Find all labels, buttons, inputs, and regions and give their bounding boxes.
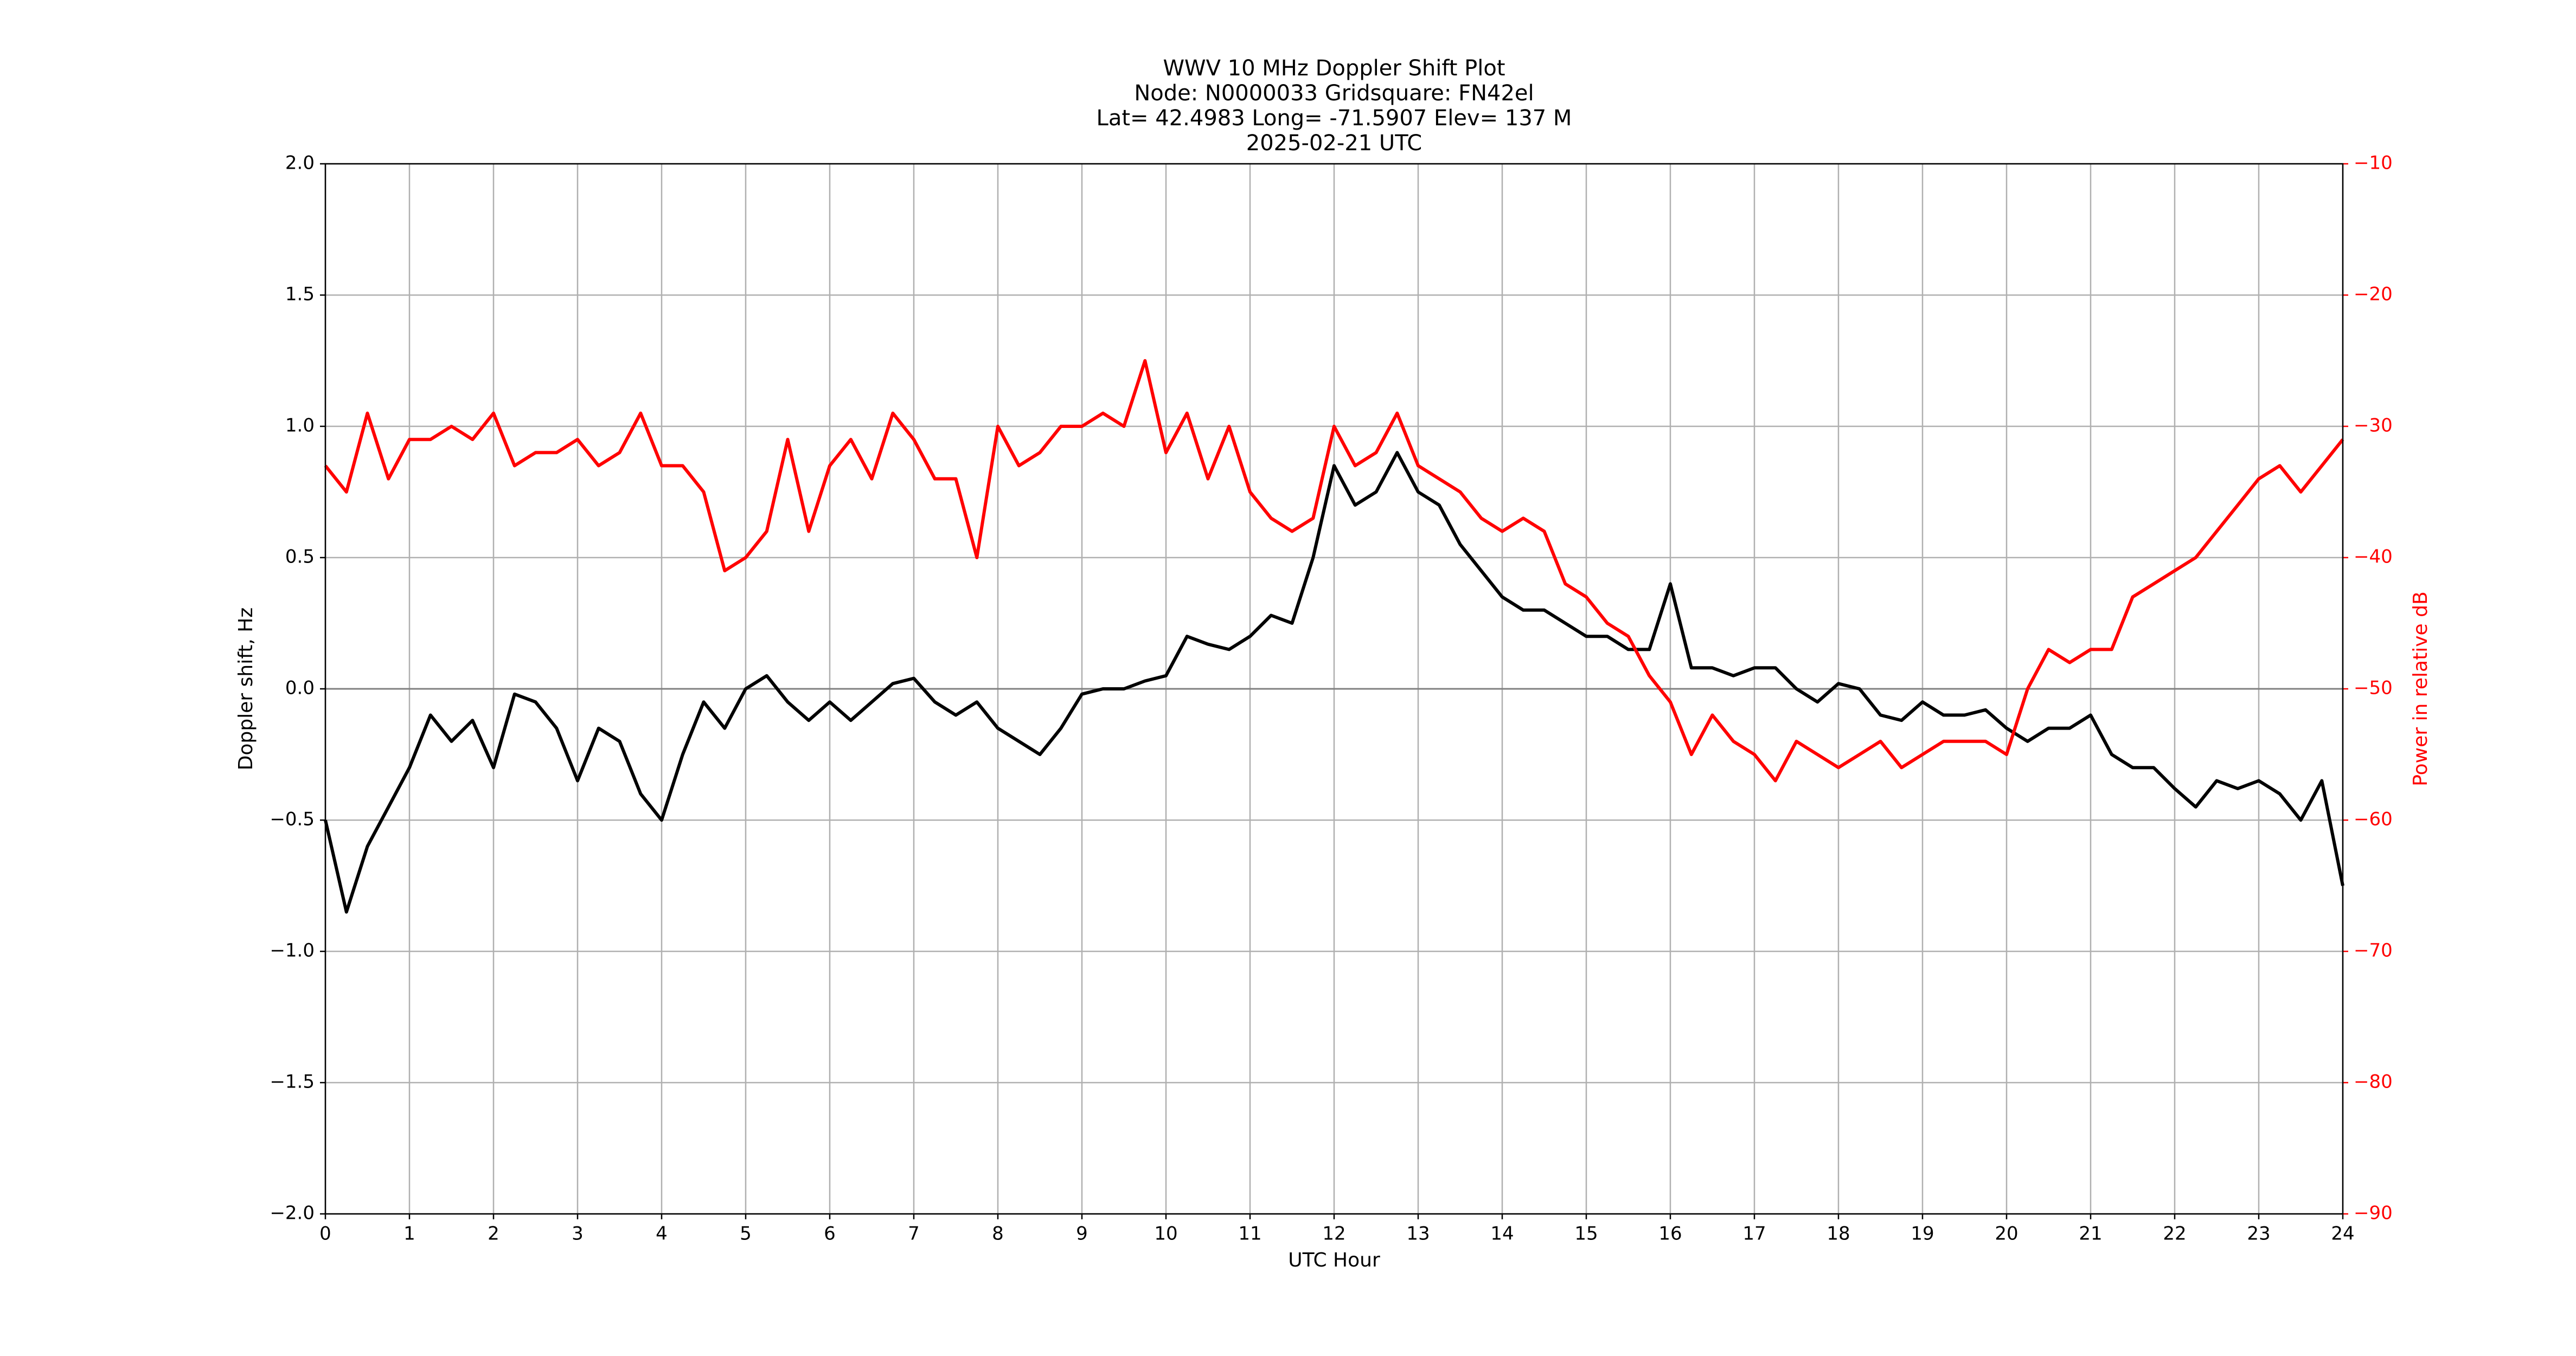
- x-tick-label: 1: [403, 1223, 415, 1245]
- x-tick-label: 2: [488, 1223, 499, 1245]
- y-tick-label: 2.0: [285, 152, 315, 174]
- x-tick-label: 7: [908, 1223, 920, 1245]
- y2-tick-label: −50: [2354, 677, 2393, 699]
- plot-frame: [324, 163, 2344, 1215]
- y-tick-label: 1.0: [285, 415, 315, 437]
- x-tick-label: 20: [1995, 1223, 2018, 1245]
- y-tick-label: 0.5: [285, 546, 315, 568]
- y2-tick-label: −80: [2354, 1071, 2393, 1093]
- y2-tick-label: −10: [2354, 152, 2393, 174]
- x-tick-label: 19: [1911, 1223, 1934, 1245]
- x-tick-label: 6: [824, 1223, 836, 1245]
- x-tick-label: 23: [2247, 1223, 2270, 1245]
- chart-subtitle: Node: N0000033 Gridsquare: FN42el: [1134, 81, 1534, 106]
- data-line: [324, 451, 2344, 914]
- x-tick-label: 0: [319, 1223, 331, 1245]
- x-tick-label: 12: [1322, 1223, 1345, 1245]
- data-line: [324, 359, 2344, 783]
- y2-tick-label: −30: [2354, 415, 2393, 437]
- y2-tick-label: −60: [2354, 809, 2393, 830]
- y-tick-label: −2.0: [270, 1203, 315, 1224]
- x-tick-label: 16: [1658, 1223, 1682, 1245]
- x-tick-label: 21: [2079, 1223, 2102, 1245]
- x-axis-label: UTC Hour: [1288, 1249, 1380, 1271]
- x-tick-label: 5: [740, 1223, 752, 1245]
- x-tick-label: 13: [1406, 1223, 1430, 1245]
- x-tick-label: 9: [1076, 1223, 1088, 1245]
- x-tick-label: 10: [1154, 1223, 1177, 1245]
- x-tick-label: 8: [992, 1223, 1004, 1245]
- x-tick-label: 24: [2331, 1223, 2354, 1245]
- x-tick-label: 17: [1742, 1223, 1766, 1245]
- chart-subtitle: Lat= 42.4983 Long= -71.5907 Elev= 137 M: [1097, 106, 1572, 131]
- y2-tick-label: −20: [2354, 284, 2393, 305]
- x-tick-label: 15: [1574, 1223, 1598, 1245]
- x-tick-label: 22: [2163, 1223, 2186, 1245]
- y2-axis-label: Power in relative dB: [2410, 591, 2432, 786]
- x-tick-label: 14: [1490, 1223, 1514, 1245]
- y-tick-label: −1.0: [270, 940, 315, 962]
- y2-tick-label: −90: [2354, 1203, 2393, 1224]
- x-tick-label: 18: [1827, 1223, 1850, 1245]
- y2-tick-label: −40: [2354, 546, 2393, 568]
- chart-title: WWV 10 MHz Doppler Shift Plot: [1163, 56, 1505, 81]
- y-tick-label: −1.5: [270, 1071, 315, 1093]
- y2-tick-label: −70: [2354, 940, 2393, 962]
- x-tick-label: 3: [572, 1223, 584, 1245]
- chart-subtitle: 2025-02-21 UTC: [1246, 131, 1422, 156]
- y-axis-label: Doppler shift, Hz: [235, 607, 257, 770]
- x-tick-label: 4: [656, 1223, 668, 1245]
- x-tick-label: 11: [1238, 1223, 1261, 1245]
- y-tick-label: −0.5: [270, 809, 315, 830]
- y-tick-label: 1.5: [285, 284, 315, 305]
- y-tick-label: 0.0: [285, 677, 315, 699]
